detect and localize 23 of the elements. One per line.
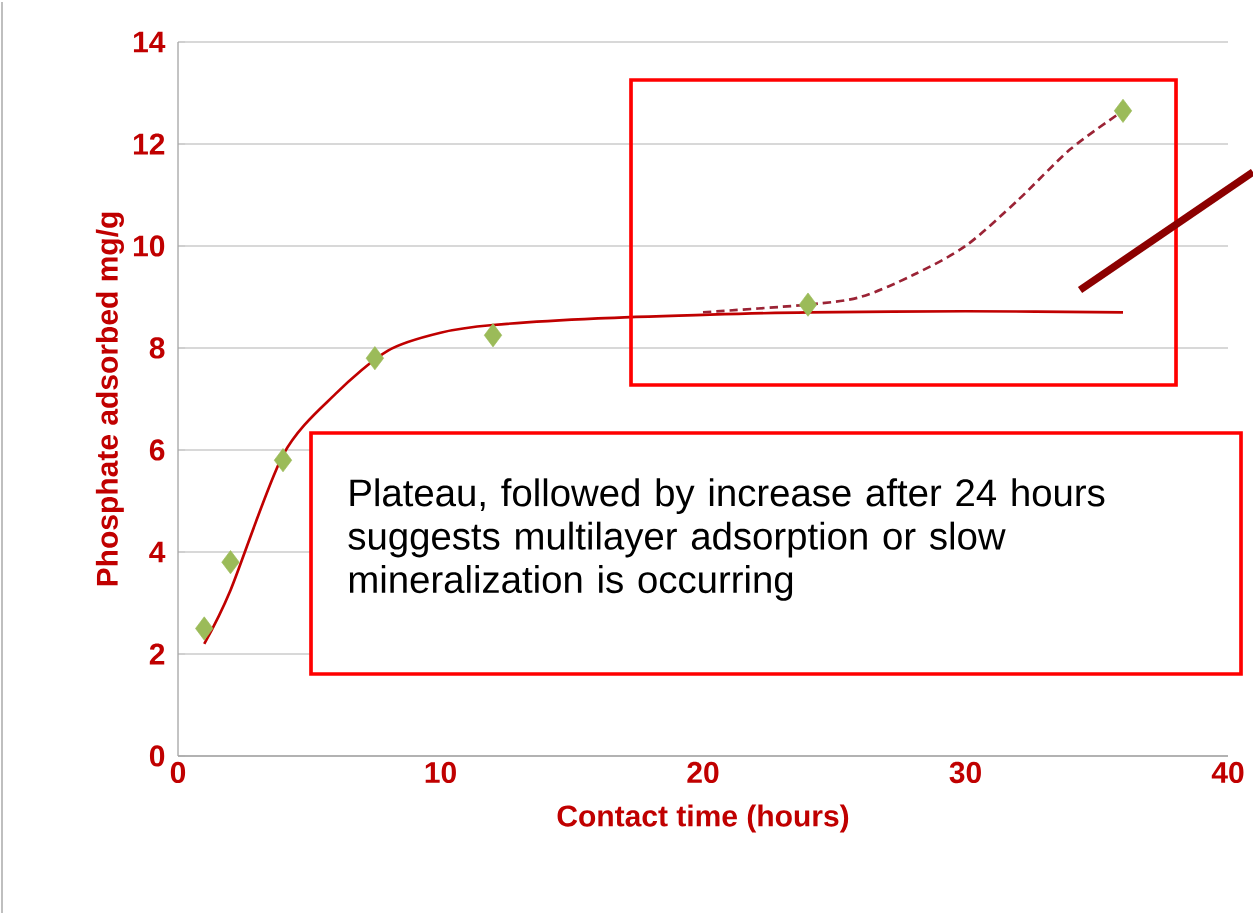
point xyxy=(1113,98,1133,123)
point xyxy=(221,550,240,575)
x-tick-label: 40 xyxy=(1211,761,1244,784)
x-axis-title: Contact time (hours) xyxy=(557,804,849,833)
y-tick-label: 10 xyxy=(133,235,165,257)
y-axis-title: Phosphate adsorbed mg/g xyxy=(95,212,124,586)
point xyxy=(798,292,818,317)
annotation: Plateau, followed by increase after 24 hours suggests multilayer adsorption or slow mineralization is occurring xyxy=(348,478,1105,601)
point xyxy=(483,323,503,348)
y-tick-label: 14 xyxy=(133,31,166,53)
y-tick-label: 4 xyxy=(149,541,166,563)
x-tick-label: 10 xyxy=(425,761,456,784)
point xyxy=(273,448,293,473)
y-tick-label: 0 xyxy=(149,745,165,767)
point xyxy=(195,616,214,641)
x-tick-label: 30 xyxy=(949,761,981,784)
x-tick-label: 0 xyxy=(170,761,186,784)
point xyxy=(365,346,384,371)
y-tick-label: 12 xyxy=(133,133,165,155)
y-tick-label: 8 xyxy=(149,337,165,359)
x-tick-label: 20 xyxy=(687,761,719,784)
y-tick-label: 6 xyxy=(149,439,165,461)
y-tick-label: 2 xyxy=(149,643,165,665)
